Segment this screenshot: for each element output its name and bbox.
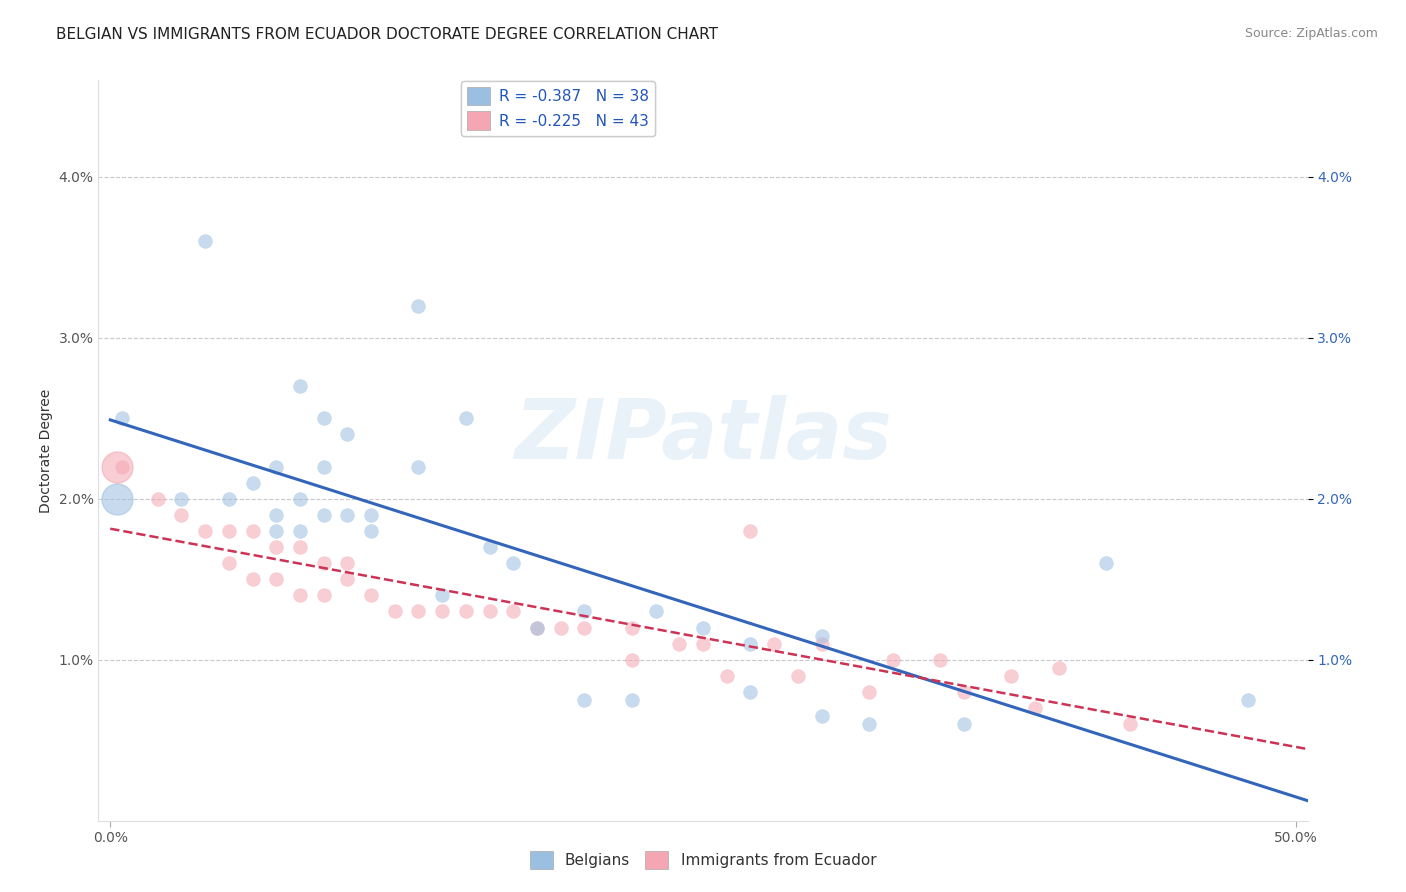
Point: [312, 459, 335, 474]
Point: [786, 669, 808, 683]
Point: [740, 685, 762, 699]
Point: [478, 604, 501, 618]
Point: [574, 620, 596, 634]
Point: [716, 669, 738, 683]
Point: [550, 620, 572, 634]
Point: [574, 693, 596, 707]
Point: [242, 475, 264, 490]
Point: [620, 693, 643, 707]
Point: [644, 604, 666, 618]
Point: [620, 620, 643, 634]
Point: [858, 685, 880, 699]
Point: [360, 588, 382, 602]
Point: [288, 379, 311, 393]
Point: [1119, 717, 1142, 731]
Point: [312, 588, 335, 602]
Text: BELGIAN VS IMMIGRANTS FROM ECUADOR DOCTORATE DEGREE CORRELATION CHART: BELGIAN VS IMMIGRANTS FROM ECUADOR DOCTO…: [56, 27, 718, 42]
Point: [432, 588, 454, 602]
Point: [432, 604, 454, 618]
Point: [111, 411, 134, 425]
Point: [288, 540, 311, 554]
Text: ZIPatlas: ZIPatlas: [515, 395, 891, 476]
Point: [242, 524, 264, 538]
Point: [810, 637, 832, 651]
Point: [952, 685, 974, 699]
Point: [810, 709, 832, 723]
Point: [288, 524, 311, 538]
Point: [360, 524, 382, 538]
Point: [1024, 701, 1046, 715]
Point: [454, 604, 477, 618]
Point: [929, 653, 952, 667]
Point: [668, 637, 690, 651]
Point: [105, 491, 128, 506]
Point: [105, 459, 128, 474]
Point: [1047, 661, 1070, 675]
Point: [288, 491, 311, 506]
Point: [882, 653, 904, 667]
Point: [1237, 693, 1260, 707]
Point: [170, 508, 193, 522]
Point: [620, 653, 643, 667]
Point: [740, 524, 762, 538]
Y-axis label: Doctorate Degree: Doctorate Degree: [39, 388, 53, 513]
Point: [408, 604, 430, 618]
Point: [194, 234, 217, 248]
Legend: Belgians, Immigrants from Ecuador: Belgians, Immigrants from Ecuador: [523, 845, 883, 875]
Point: [264, 459, 287, 474]
Text: Source: ZipAtlas.com: Source: ZipAtlas.com: [1244, 27, 1378, 40]
Point: [146, 491, 169, 506]
Point: [740, 637, 762, 651]
Point: [1095, 556, 1118, 570]
Point: [336, 556, 359, 570]
Point: [218, 556, 240, 570]
Point: [264, 540, 287, 554]
Point: [194, 524, 217, 538]
Point: [312, 411, 335, 425]
Point: [526, 620, 548, 634]
Point: [574, 604, 596, 618]
Point: [692, 637, 714, 651]
Point: [810, 628, 832, 642]
Point: [312, 508, 335, 522]
Point: [384, 604, 406, 618]
Point: [692, 620, 714, 634]
Point: [264, 524, 287, 538]
Point: [336, 427, 359, 442]
Point: [454, 411, 477, 425]
Point: [264, 572, 287, 586]
Point: [288, 588, 311, 602]
Point: [242, 572, 264, 586]
Point: [218, 524, 240, 538]
Point: [336, 572, 359, 586]
Point: [502, 556, 524, 570]
Point: [312, 556, 335, 570]
Point: [360, 508, 382, 522]
Point: [264, 508, 287, 522]
Point: [763, 637, 786, 651]
Point: [111, 459, 134, 474]
Point: [218, 491, 240, 506]
Point: [1000, 669, 1022, 683]
Point: [408, 459, 430, 474]
Point: [170, 491, 193, 506]
Point: [858, 717, 880, 731]
Point: [526, 620, 548, 634]
Point: [502, 604, 524, 618]
Legend: R = -0.387   N = 38, R = -0.225   N = 43: R = -0.387 N = 38, R = -0.225 N = 43: [461, 80, 655, 136]
Point: [336, 508, 359, 522]
Point: [478, 540, 501, 554]
Point: [408, 299, 430, 313]
Point: [952, 717, 974, 731]
